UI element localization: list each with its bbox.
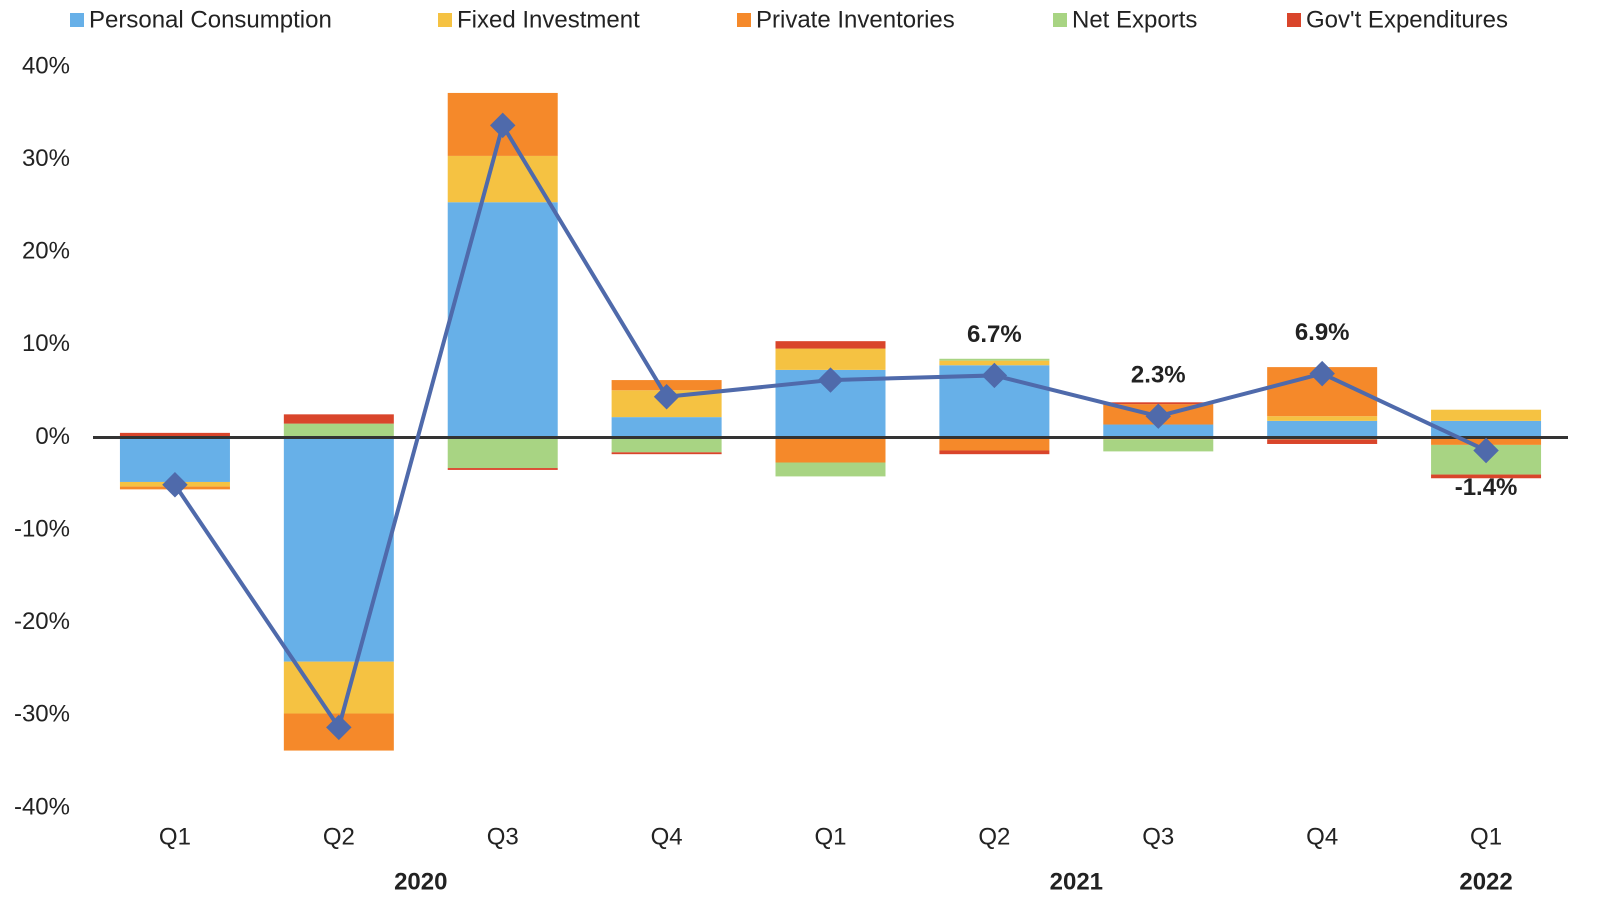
y-tick-label: -40% xyxy=(14,793,70,820)
data-label: 6.7% xyxy=(967,321,1022,348)
bar-segment xyxy=(775,462,886,477)
gdp-marker xyxy=(817,367,844,393)
legend-label: Personal Consumption xyxy=(89,6,332,33)
x-tick-label: Q2 xyxy=(978,823,1010,850)
year-label: 2021 xyxy=(1050,868,1103,895)
y-tick-label: -20% xyxy=(14,608,70,635)
legend-swatch xyxy=(70,13,84,27)
legend-label: Fixed Investment xyxy=(457,6,640,33)
data-label: -1.4% xyxy=(1455,474,1518,501)
x-tick-label: Q3 xyxy=(487,823,519,850)
bar-segment xyxy=(611,437,722,453)
y-tick-label: 0% xyxy=(35,423,70,450)
x-tick-label: Q4 xyxy=(651,823,683,850)
legend-label: Gov't Expenditures xyxy=(1306,6,1508,33)
bar-segment xyxy=(1267,439,1378,444)
bar-segment xyxy=(775,437,886,463)
y-tick-label: 20% xyxy=(22,238,70,265)
x-tick-label: Q1 xyxy=(159,823,191,850)
legend-swatch xyxy=(1287,13,1301,27)
legend-swatch xyxy=(737,13,751,27)
bar-segment xyxy=(939,437,1050,451)
bar-segment xyxy=(283,414,394,424)
year-label: 2020 xyxy=(394,868,447,895)
bar-segment xyxy=(1267,420,1378,438)
gdp-marker xyxy=(489,112,516,139)
legend-label: Private Inventories xyxy=(756,6,955,33)
y-tick-label: -10% xyxy=(14,515,70,542)
y-tick-label: -30% xyxy=(14,701,70,728)
bar-segment xyxy=(1431,420,1542,438)
year-label: 2022 xyxy=(1459,868,1512,895)
bar-segment xyxy=(1431,409,1542,421)
y-tick-label: 30% xyxy=(22,145,70,172)
legend-label: Net Exports xyxy=(1072,6,1197,33)
bar-segment xyxy=(611,452,722,455)
x-tick-label: Q1 xyxy=(814,823,846,850)
bar-segment xyxy=(447,155,558,203)
bar-segment xyxy=(939,358,1050,361)
data-label: 6.9% xyxy=(1295,319,1350,346)
bar-segment xyxy=(447,437,558,469)
gdp-marker xyxy=(326,714,352,741)
gdp-marker xyxy=(981,362,1008,389)
bar-segment xyxy=(611,417,722,438)
bar-segment xyxy=(1103,439,1214,452)
bar-segment xyxy=(1103,402,1214,405)
bar-segment xyxy=(939,450,1050,455)
bar-segment xyxy=(775,348,886,370)
x-tick-label: Q2 xyxy=(323,823,355,850)
bar-segment xyxy=(283,437,394,662)
x-tick-label: Q4 xyxy=(1306,823,1338,850)
bar-segment xyxy=(447,202,558,438)
bar-segment xyxy=(1103,424,1214,438)
bar-segment xyxy=(1267,416,1378,421)
legend-swatch xyxy=(438,13,452,27)
x-tick-label: Q1 xyxy=(1470,823,1502,850)
data-label: 2.3% xyxy=(1131,362,1186,389)
x-tick-label: Q3 xyxy=(1142,823,1174,850)
gdp-marker xyxy=(162,472,188,498)
legend-swatch xyxy=(1053,13,1067,27)
bar-segment xyxy=(447,468,558,470)
y-tick-label: 40% xyxy=(22,52,70,79)
y-tick-label: 10% xyxy=(22,330,70,357)
gdp-marker xyxy=(653,384,680,410)
bar-segment xyxy=(283,423,394,438)
bar-segment xyxy=(119,432,230,438)
bar-segment xyxy=(1431,474,1542,479)
bar-segment xyxy=(775,341,886,349)
